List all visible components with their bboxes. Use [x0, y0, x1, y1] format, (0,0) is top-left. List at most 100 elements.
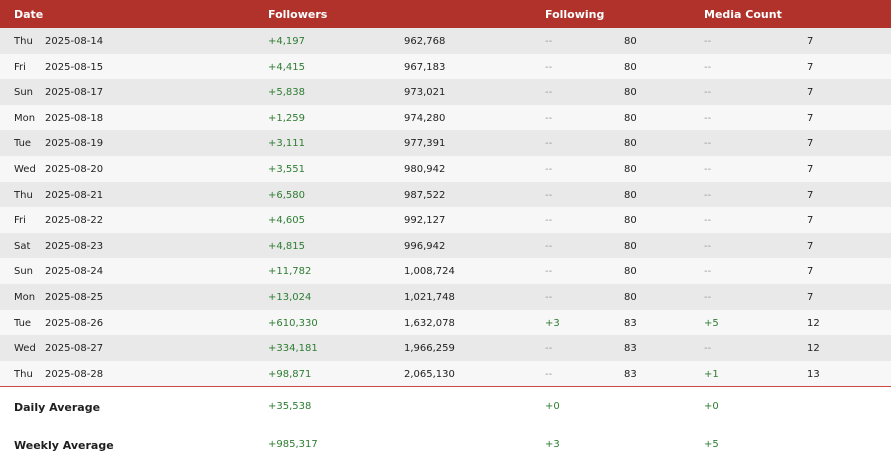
followers-change-cell: +4,197: [268, 36, 306, 47]
following-change-cell: --: [545, 138, 553, 150]
date-cell: 2025-08-22: [45, 215, 104, 227]
table-row: Fri 2025-08-15 +4,415 967,183 -- 80 -- 7: [0, 53, 891, 80]
followers-total-cell: 974,280: [404, 112, 446, 124]
daily-average-label: Daily Average: [14, 401, 101, 414]
date-cell: 2025-08-20: [45, 163, 104, 175]
date-cell: 2025-08-26: [45, 317, 104, 329]
summary-divider: [0, 386, 891, 387]
date-cell: 2025-08-23: [45, 240, 104, 252]
following-total-cell: 80: [624, 215, 637, 227]
followers-change-cell: +5,838: [268, 87, 306, 99]
day-cell: Mon: [14, 291, 36, 303]
weekly-average-row: Weekly Average +985,317 +3 +5: [0, 425, 891, 463]
media-total-cell: 7: [807, 215, 814, 227]
followers-change-cell: +334,181: [268, 343, 318, 355]
header-followers[interactable]: Followers: [268, 8, 328, 21]
media-total-cell: 7: [807, 240, 814, 252]
following-total-cell: 80: [624, 163, 637, 175]
date-cell: 2025-08-19: [45, 138, 104, 150]
media-change-cell: --: [704, 61, 712, 73]
following-total-cell: 80: [624, 291, 637, 303]
table-row: Mon 2025-08-25 +13,024 1,021,748 -- 80 -- 7: [0, 283, 891, 310]
date-cell: 2025-08-18: [45, 112, 104, 124]
date-cell: 2025-08-17: [45, 87, 104, 99]
date-cell: 2025-08-15: [45, 61, 104, 73]
weekly-average-media: +5: [704, 439, 719, 450]
following-change-cell: --: [545, 189, 553, 201]
following-total-cell: 83: [624, 368, 637, 380]
media-change-cell: --: [704, 343, 712, 355]
day-cell: Mon: [14, 112, 36, 124]
table-row: Wed 2025-08-20 +3,551 980,942 -- 80 -- 7: [0, 155, 891, 182]
media-total-cell: 7: [807, 112, 814, 124]
followers-change-cell: +11,782: [268, 266, 312, 278]
followers-total-cell: 977,391: [404, 138, 446, 150]
following-change-cell: +3: [545, 317, 560, 329]
following-change-cell: --: [545, 163, 553, 175]
media-total-cell: 7: [807, 163, 814, 175]
table-row: Sat 2025-08-23 +4,815 996,942 -- 80 -- 7: [0, 232, 891, 259]
followers-total-cell: 1,008,724: [404, 266, 455, 278]
table-row: Thu 2025-08-21 +6,580 987,522 -- 80 -- 7: [0, 181, 891, 208]
followers-total-cell: 967,183: [404, 61, 446, 73]
header-media-count[interactable]: Media Count: [704, 8, 782, 21]
media-total-cell: 7: [807, 36, 814, 47]
media-change-cell: +1: [704, 368, 719, 380]
followers-change-cell: +3,551: [268, 163, 306, 175]
media-change-cell: --: [704, 138, 712, 150]
date-cell: 2025-08-28: [45, 368, 104, 380]
following-total-cell: 83: [624, 343, 637, 355]
following-change-cell: --: [545, 368, 553, 380]
media-change-cell: --: [704, 87, 712, 99]
weekly-average-label: Weekly Average: [14, 439, 114, 452]
table-row: Tue 2025-08-26 +610,330 1,632,078 +3 83 +5 12: [0, 309, 891, 336]
following-total-cell: 80: [624, 189, 637, 201]
media-total-cell: 7: [807, 266, 814, 278]
followers-total-cell: 2,065,130: [404, 368, 455, 380]
table-row: Tue 2025-08-19 +3,111 977,391 -- 80 -- 7: [0, 130, 891, 156]
followers-total-cell: 992,127: [404, 215, 446, 227]
table-header: Date Followers Following Media Count: [0, 0, 891, 28]
following-total-cell: 80: [624, 87, 637, 99]
table-row: Fri 2025-08-22 +4,605 992,127 -- 80 -- 7: [0, 207, 891, 233]
header-date[interactable]: Date: [14, 8, 44, 21]
followers-total-cell: 1,632,078: [404, 317, 455, 329]
followers-total-cell: 973,021: [404, 87, 446, 99]
table-row: Sun 2025-08-17 +5,838 973,021 -- 80 -- 7: [0, 79, 891, 105]
day-cell: Thu: [14, 36, 33, 47]
media-total-cell: 7: [807, 87, 814, 99]
media-change-cell: --: [704, 163, 712, 175]
day-cell: Sat: [14, 240, 31, 252]
following-total-cell: 80: [624, 266, 637, 278]
media-total-cell: 13: [807, 368, 820, 380]
day-cell: Fri: [14, 61, 26, 73]
media-change-cell: --: [704, 112, 712, 124]
following-change-cell: --: [545, 112, 553, 124]
table-row: Wed 2025-08-27 +334,181 1,966,259 -- 83 -- 12: [0, 335, 891, 361]
followers-total-cell: 1,021,748: [404, 291, 455, 303]
media-total-cell: 7: [807, 291, 814, 303]
followers-change-cell: +4,415: [268, 61, 306, 73]
followers-total-cell: 987,522: [404, 189, 446, 201]
followers-change-cell: +1,259: [268, 112, 306, 124]
followers-total-cell: 980,942: [404, 163, 446, 175]
followers-total-cell: 1,966,259: [404, 343, 455, 355]
following-total-cell: 80: [624, 36, 637, 47]
date-cell: 2025-08-14: [45, 36, 104, 47]
header-following[interactable]: Following: [545, 8, 605, 21]
day-cell: Thu: [14, 368, 33, 380]
day-cell: Sun: [14, 87, 34, 99]
followers-total-cell: 962,768: [404, 36, 446, 47]
table-row: Sun 2025-08-24 +11,782 1,008,724 -- 80 -- 7: [0, 258, 891, 284]
following-change-cell: --: [545, 87, 553, 99]
followers-change-cell: +3,111: [268, 138, 306, 150]
following-total-cell: 80: [624, 61, 637, 73]
media-change-cell: +5: [704, 317, 719, 329]
date-cell: 2025-08-24: [45, 266, 104, 278]
following-change-cell: --: [545, 215, 553, 227]
followers-change-cell: +610,330: [268, 317, 318, 329]
daily-average-media: +0: [704, 401, 719, 412]
day-cell: Tue: [14, 317, 32, 329]
day-cell: Sun: [14, 266, 34, 278]
following-change-cell: --: [545, 61, 553, 73]
